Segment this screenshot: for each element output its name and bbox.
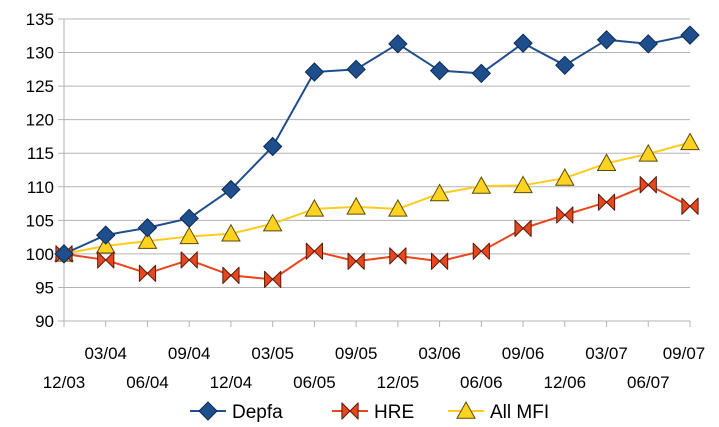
data-point — [389, 247, 407, 265]
data-point — [180, 251, 198, 269]
gridlines — [58, 18, 690, 322]
x-tick-label: 03/07 — [585, 344, 628, 363]
y-tick-label: 115 — [27, 144, 54, 163]
data-point — [138, 264, 157, 282]
data-point — [179, 226, 200, 245]
y-tick-label: 125 — [26, 77, 54, 96]
data-point — [388, 198, 408, 217]
series-markers-all-mfi — [54, 132, 700, 262]
data-point — [221, 223, 241, 242]
data-point — [137, 231, 158, 249]
data-point — [222, 266, 240, 284]
x-tick-label: 06/04 — [126, 373, 169, 392]
data-point — [513, 33, 533, 53]
x-axis-ticks: 12/03 03/04 06/04 09/04 12/04 03/05 06/05 09/05… — [43, 321, 706, 392]
data-point — [304, 62, 325, 82]
data-point — [388, 34, 408, 54]
legend-label: HRE — [374, 402, 414, 423]
data-point — [638, 143, 659, 162]
data-point — [456, 400, 476, 419]
series-line-hre — [63, 183, 691, 281]
data-point — [513, 175, 533, 194]
data-point — [472, 242, 490, 260]
data-point — [554, 168, 575, 186]
data-point — [514, 219, 532, 237]
data-point — [346, 196, 366, 215]
data-point — [431, 252, 449, 270]
data-point — [555, 55, 575, 76]
x-tick-label: 12/06 — [544, 373, 587, 392]
y-tick-label: 130 — [26, 44, 54, 63]
data-point — [341, 402, 359, 420]
x-tick-label: 03/04 — [84, 344, 127, 363]
data-point — [262, 213, 283, 232]
x-tick-label: 06/07 — [627, 373, 670, 392]
data-point — [96, 225, 116, 245]
data-point — [639, 176, 657, 194]
legend-item-all-mfi: All MFI — [448, 400, 549, 423]
x-tick-label: 06/05 — [293, 373, 336, 392]
data-point — [680, 132, 700, 151]
data-point — [429, 60, 450, 81]
data-point — [305, 242, 323, 260]
legend-item-hre: HRE — [332, 402, 414, 423]
x-tick-label: 06/06 — [460, 373, 503, 392]
data-point — [198, 401, 218, 421]
data-point — [54, 244, 74, 264]
x-tick-label: 09/06 — [502, 344, 545, 363]
data-point — [471, 176, 492, 194]
data-point — [556, 206, 574, 224]
x-tick-label: 12/05 — [377, 373, 420, 392]
data-point — [347, 252, 365, 270]
y-tick-label: 135 — [26, 10, 54, 29]
legend: Depfa HRE All MFI — [190, 400, 549, 423]
x-tick-label: 03/06 — [418, 344, 461, 363]
series-line-depfa — [63, 34, 691, 255]
series-group — [54, 25, 700, 288]
data-point — [429, 183, 450, 202]
y-tick-label: 105 — [26, 211, 54, 230]
data-point — [597, 193, 616, 211]
x-tick-label: 09/04 — [168, 344, 211, 363]
x-tick-label: 12/03 — [43, 373, 86, 392]
data-point — [680, 25, 700, 45]
data-point — [638, 34, 658, 54]
axes — [63, 19, 690, 322]
legend-label: Depfa — [232, 402, 283, 423]
data-point — [596, 153, 617, 171]
data-point — [264, 270, 282, 288]
data-point — [596, 30, 617, 50]
series-markers-hre — [55, 176, 699, 288]
y-tick-label: 120 — [26, 111, 54, 130]
y-tick-label: 100 — [26, 245, 54, 264]
data-point — [97, 251, 115, 269]
y-tick-label: 90 — [35, 312, 54, 331]
data-point — [137, 218, 158, 238]
series-line-all-mfi — [63, 141, 691, 255]
legend-label: All MFI — [490, 402, 549, 423]
y-axis-ticks: 90 95 100 105 110 115 120 125 130 135 — [26, 10, 54, 331]
x-tick-label: 03/05 — [251, 344, 294, 363]
data-point — [95, 235, 116, 254]
data-point — [681, 197, 699, 215]
legend-item-depfa: Depfa — [190, 401, 283, 423]
x-tick-label: 09/05 — [335, 344, 378, 363]
data-point — [346, 59, 366, 80]
y-tick-label: 110 — [27, 178, 54, 197]
data-point — [471, 63, 492, 84]
data-point — [262, 136, 283, 157]
data-point — [304, 198, 325, 217]
data-point — [221, 179, 241, 200]
series-markers-depfa — [54, 25, 700, 264]
x-tick-label: 12/04 — [210, 373, 253, 392]
data-point — [179, 208, 199, 229]
y-tick-label: 95 — [35, 278, 54, 297]
x-tick-label: 09/07 — [663, 344, 706, 363]
